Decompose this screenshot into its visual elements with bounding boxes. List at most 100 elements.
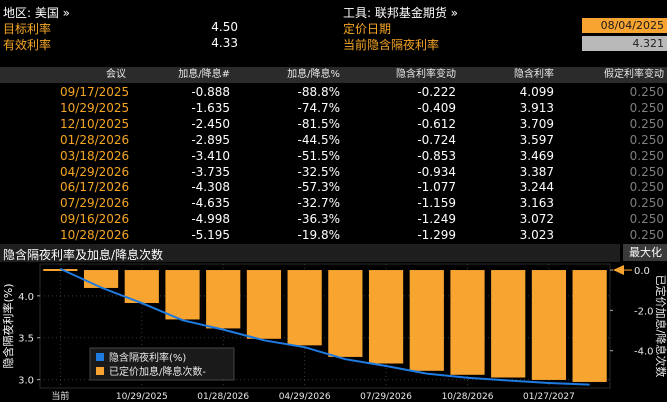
bar-cut-count <box>450 270 485 375</box>
cell-assumed-rate-change: 0.250 <box>629 148 664 163</box>
cell-hikes-cuts-pct: -88.8% <box>297 85 340 99</box>
bar-cut-count <box>368 270 404 364</box>
cell-implied-rate-change: -0.934 <box>417 164 456 179</box>
cell-hikes-cuts-pct: -19.8% <box>297 228 340 243</box>
cell-implied-rate-change: -0.222 <box>417 85 456 99</box>
cell-hikes-cuts-count: -2.895 <box>191 132 230 147</box>
cell-assumed-rate-change: 0.250 <box>629 180 664 195</box>
table-row[interactable]: 10/29/2025 -1.635 -74.7% -0.409 3.913 0.250 <box>0 100 667 116</box>
cell-hikes-cuts-pct: -74.7% <box>297 100 340 115</box>
cell-meeting-date: 10/29/2025 <box>60 100 130 115</box>
pricing-date-input[interactable]: 08/04/2025 <box>582 18 667 33</box>
cell-implied-rate: 3.913 <box>519 100 554 115</box>
bar-cut-count <box>246 270 282 339</box>
bar-cut-count <box>531 270 567 380</box>
x-axis-tick-label: 01/27/2027 <box>523 392 575 402</box>
cell-implied-rate: 3.244 <box>519 180 554 195</box>
cell-hikes-cuts-count: -4.308 <box>191 180 230 195</box>
cell-implied-rate: 3.597 <box>519 132 554 147</box>
x-axis-tick-label: 01/28/2026 <box>197 392 249 402</box>
region-selector[interactable]: 地区: 美国 » <box>3 6 71 20</box>
right-axis-current-marker <box>613 265 624 276</box>
x-axis-tick-label: 10/28/2026 <box>442 392 494 402</box>
cell-hikes-cuts-pct: -81.5% <box>297 116 340 131</box>
header-panel: 地区: 美国 » 目标利率 4.50 有效利率 4.33 工具: 联邦基金期货 … <box>0 0 667 56</box>
implied-rate-line <box>59 267 590 386</box>
table-row[interactable]: 12/10/2025 -2.450 -81.5% -0.612 3.709 0.250 <box>0 116 667 132</box>
left-axis-tick-label: 4.0 <box>18 292 34 303</box>
bar-cut-count <box>328 270 363 357</box>
table-row[interactable]: 07/29/2026 -4.635 -32.7% -1.159 3.163 0.250 <box>0 195 667 211</box>
table-row[interactable]: 10/28/2026 -5.195 -19.8% -1.299 3.023 0.250 <box>0 227 667 243</box>
cell-hikes-cuts-pct: -57.3% <box>297 180 340 195</box>
cell-implied-rate-change: -1.249 <box>417 212 456 227</box>
cell-hikes-cuts-pct: -32.5% <box>297 164 340 179</box>
col-header-hikes-cuts-pct[interactable]: 加息/降息% <box>287 69 340 80</box>
cell-hikes-cuts-pct: -36.3% <box>297 212 340 227</box>
bar-cut-count <box>124 270 159 304</box>
right-axis-title: 已定价加息/降息次数 <box>654 275 667 378</box>
pricing-date-label: 定价日期 <box>343 22 392 36</box>
bar-cut-count <box>83 270 119 288</box>
col-header-assumed-rate-change[interactable]: 假定利率变动 <box>604 69 664 80</box>
bar-cut-count <box>491 270 526 378</box>
cell-assumed-rate-change: 0.250 <box>629 212 664 227</box>
table-row[interactable]: 04/29/2026 -3.735 -32.5% -0.934 3.387 0.250 <box>0 164 667 180</box>
cell-hikes-cuts-count: -3.735 <box>191 164 230 179</box>
table-row[interactable]: 09/17/2025 -0.888 -88.8% -0.222 4.099 0.250 <box>0 84 667 100</box>
maximize-button[interactable]: 最大化 <box>623 244 667 261</box>
cell-meeting-date: 04/29/2026 <box>60 164 130 179</box>
table-row[interactable]: 06/17/2026 -4.308 -57.3% -1.077 3.244 0.250 <box>0 179 667 195</box>
legend-label-line: 隐含隔夜利率(%) <box>109 351 186 364</box>
cell-assumed-rate-change: 0.250 <box>629 116 664 131</box>
table-row[interactable]: 09/16/2026 -4.998 -36.3% -1.249 3.072 0.250 <box>0 211 667 227</box>
cell-hikes-cuts-count: -0.888 <box>191 85 230 99</box>
col-header-hikes-cuts-count[interactable]: 加息/降息# <box>178 69 230 80</box>
cell-assumed-rate-change: 0.250 <box>629 196 664 211</box>
cell-implied-rate-change: -1.159 <box>417 196 456 211</box>
cell-meeting-date: 03/18/2026 <box>60 148 130 163</box>
cell-implied-rate: 4.099 <box>519 85 554 99</box>
cell-assumed-rate-change: 0.250 <box>629 85 664 99</box>
cell-meeting-date: 12/10/2025 <box>60 116 130 131</box>
right-axis-tick-label: -2.0 <box>634 306 654 317</box>
effective-rate-value: 4.33 <box>211 36 238 50</box>
col-header-meeting[interactable]: 会议 <box>106 69 126 80</box>
cell-implied-rate-change: -1.299 <box>417 228 456 243</box>
cell-meeting-date: 06/17/2026 <box>60 180 130 195</box>
bar-cut-count <box>206 270 241 329</box>
legend-label-bar: 已定价加息/降息次数- <box>109 365 206 378</box>
instrument-selector[interactable]: 工具: 联邦基金期货 » <box>343 6 459 20</box>
right-axis-tick-label: -4.0 <box>634 347 654 358</box>
cell-implied-rate: 3.469 <box>519 148 554 163</box>
table-row[interactable]: 03/18/2026 -3.410 -51.5% -0.853 3.469 0.250 <box>0 148 667 164</box>
left-axis-title: 隐含隔夜利率(%) <box>1 283 15 368</box>
col-header-implied-rate-change[interactable]: 隐含利率变动 <box>396 69 456 80</box>
effective-rate-label: 有效利率 <box>3 38 52 52</box>
cell-implied-rate: 3.709 <box>519 116 554 131</box>
cell-implied-rate-change: -0.724 <box>417 132 456 147</box>
left-axis-tick-label: 3.5 <box>18 334 34 345</box>
cell-hikes-cuts-count: -1.635 <box>191 100 230 115</box>
cell-meeting-date: 07/29/2026 <box>60 196 130 211</box>
cell-implied-rate: 3.163 <box>519 196 554 211</box>
cell-meeting-date: 09/17/2025 <box>60 85 130 99</box>
col-header-implied-rate[interactable]: 隐含利率 <box>514 69 554 80</box>
cell-assumed-rate-change: 0.250 <box>629 164 664 179</box>
implied-rate-display: 4.321 <box>582 36 667 51</box>
cell-meeting-date: 09/16/2026 <box>60 212 130 227</box>
implied-rate-chart: 4.0 3.5 3.0 0.0 -2.0 -4.0 当前 10/29/2025 01/28/20… <box>1 263 667 402</box>
chart-title-bar: 隐含隔夜利率及加息/降息次数 <box>0 244 620 262</box>
legend-swatch-line <box>96 353 104 361</box>
cell-hikes-cuts-count: -3.410 <box>191 148 230 163</box>
cell-meeting-date: 01/28/2026 <box>60 132 130 147</box>
implied-rate-label: 当前隐含隔夜利率 <box>343 38 440 52</box>
cell-implied-rate-change: -0.612 <box>417 116 456 131</box>
cell-hikes-cuts-pct: -44.5% <box>297 132 340 147</box>
x-axis-tick-label: 07/29/2026 <box>360 392 412 402</box>
cell-hikes-cuts-count: -2.450 <box>191 116 230 131</box>
left-axis-tick-label: 3.0 <box>18 376 34 387</box>
table-header: 会议 加息/降息# 加息/降息% 隐含利率变动 隐含利率 假定利率变动 <box>0 67 667 83</box>
cell-implied-rate-change: -0.853 <box>417 148 456 163</box>
table-row[interactable]: 01/28/2026 -2.895 -44.5% -0.724 3.597 0.250 <box>0 132 667 148</box>
